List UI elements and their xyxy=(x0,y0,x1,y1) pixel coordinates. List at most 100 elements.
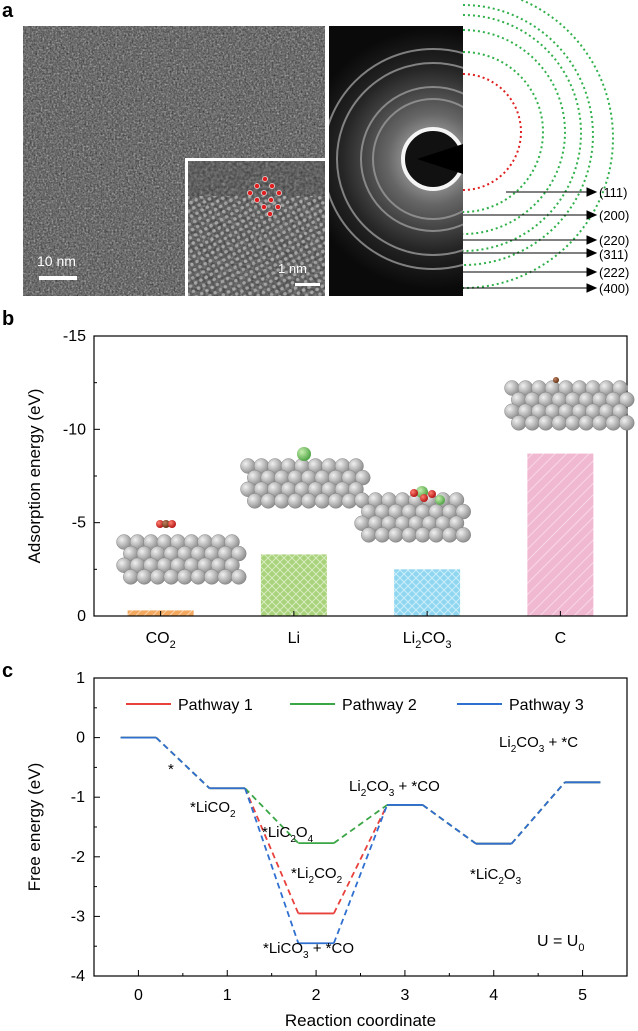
label-potential: U = U0 xyxy=(537,933,584,954)
o-atom xyxy=(420,494,428,502)
ytick-label: 1 xyxy=(76,670,85,687)
panel-b-label: b xyxy=(2,308,15,330)
x-axis-title: Reaction coordinate xyxy=(285,1011,436,1030)
connector-3-4 xyxy=(510,781,566,845)
label-li2co2: *Li2CO2 xyxy=(291,865,343,886)
hrtem-scalebar xyxy=(295,283,320,286)
slab-atom xyxy=(619,391,635,408)
ytick-label: -3 xyxy=(71,908,85,925)
slab-atom xyxy=(448,515,465,531)
slab-atom xyxy=(217,569,233,585)
slab-atom xyxy=(448,492,465,508)
ytick-label: -2 xyxy=(71,849,85,866)
ring-label-400: (400) xyxy=(599,281,629,296)
y-axis-title: Adsorption energy (eV) xyxy=(25,389,44,564)
ytick-label: -5 xyxy=(72,515,86,532)
bar-li xyxy=(260,554,327,616)
slab-atom xyxy=(578,415,594,431)
xtick-label-c: C xyxy=(555,630,567,647)
connector-1-1 xyxy=(244,787,300,914)
slab-atom xyxy=(511,415,527,431)
plot-frame xyxy=(93,677,628,977)
slab-atom xyxy=(612,403,628,419)
connector-3-2 xyxy=(333,804,388,944)
connector-3-3 xyxy=(422,804,477,845)
atom-overlay xyxy=(247,176,282,217)
ytick-label: -4 xyxy=(71,968,85,985)
xtick-label: 5 xyxy=(578,987,587,1004)
tem-image: 10 nm 1 nm xyxy=(23,26,325,296)
label-lic2o3: *LiC2O3 xyxy=(470,866,522,887)
co2-o-atom xyxy=(168,520,176,528)
label-lico2: *LiCO2 xyxy=(190,799,236,820)
ring-label-222: (222) xyxy=(599,265,629,280)
panel-c-label: c xyxy=(2,660,14,682)
slab-atom xyxy=(401,527,417,543)
xtick-label: 2 xyxy=(312,987,321,1004)
bar-li2co3 xyxy=(394,569,461,616)
legend-label-1: Pathway 1 xyxy=(178,697,253,714)
slab-atom xyxy=(247,493,263,509)
beam-stop xyxy=(417,144,463,174)
xtick-label: 4 xyxy=(489,987,498,1004)
slab-atom xyxy=(231,569,247,585)
li-atom xyxy=(435,495,445,505)
slab-atom xyxy=(355,469,371,486)
label-star: * xyxy=(168,761,174,778)
ytick-label: -15 xyxy=(63,328,86,345)
slab-atom xyxy=(163,569,179,585)
slab-atom xyxy=(150,569,166,585)
ring-label-200: (200) xyxy=(599,208,629,223)
o-atom xyxy=(410,489,418,497)
legend-label-3: Pathway 3 xyxy=(509,697,584,714)
slab-atom xyxy=(605,415,621,431)
slab-atom xyxy=(565,415,581,431)
plot-group: 1 0 -1 -2 -3 -4 0 1 2 3 4 5 Reaction coordinate Free … xyxy=(25,670,628,1030)
c-atom xyxy=(553,377,559,383)
slab-atom xyxy=(455,527,471,543)
label-lico3-co: *LiCO3 + *CO xyxy=(263,940,354,961)
slab-atom xyxy=(428,527,444,543)
slab-atom xyxy=(524,415,540,431)
ytick-label: -1 xyxy=(71,789,85,806)
free-energy-diagram: 1 0 -1 -2 -3 -4 0 1 2 3 4 5 Reaction coordinate Free … xyxy=(25,670,628,1030)
ring-label-311: (311) xyxy=(599,247,628,262)
label-li2co3-co: Li2CO3 + *CO xyxy=(349,778,440,799)
saed-ring-overlay: (111) (200) (220) (311) (222) (400) xyxy=(462,0,629,296)
connector-3-0 xyxy=(155,736,211,789)
o-atom xyxy=(428,490,436,498)
legend-label-2: Pathway 2 xyxy=(342,697,417,714)
bar-c xyxy=(527,453,594,616)
slab-atom xyxy=(190,569,206,585)
co2-o-atom xyxy=(156,520,164,528)
ring-label-111: (111) xyxy=(599,185,627,200)
slab-atom xyxy=(348,458,364,474)
connector-2-1 xyxy=(244,787,299,844)
slab-atom xyxy=(177,569,193,585)
ring-label-220: (220) xyxy=(599,233,629,248)
connector-1-2 xyxy=(333,804,388,914)
li-atom xyxy=(297,447,311,461)
y-axis-title: Free energy (eV) xyxy=(25,763,44,892)
xtick-label-co2: CO2 xyxy=(146,630,176,651)
label-lic2o4: *LiC2O4 xyxy=(262,824,314,845)
slab-atom xyxy=(619,415,635,431)
slab-atom xyxy=(204,569,220,585)
connector-3-1 xyxy=(244,787,300,944)
slab-atom xyxy=(224,557,240,573)
tem-scalebar xyxy=(39,276,77,280)
slab-atom xyxy=(538,415,554,431)
slab-atom xyxy=(260,493,276,509)
slab-atom xyxy=(442,527,458,543)
slab-atom xyxy=(123,569,139,585)
slab-atom xyxy=(388,527,404,543)
slab-atom xyxy=(301,493,317,509)
slab-atom xyxy=(361,527,377,543)
panel-a-label: a xyxy=(2,0,14,22)
slab-atom xyxy=(612,380,628,396)
xtick-label: 1 xyxy=(223,987,232,1004)
saed-pattern xyxy=(329,26,463,296)
ytick-label: 0 xyxy=(77,608,86,625)
slab-atom xyxy=(455,503,471,520)
xtick-label-li2co3: Li2CO3 xyxy=(403,630,452,651)
